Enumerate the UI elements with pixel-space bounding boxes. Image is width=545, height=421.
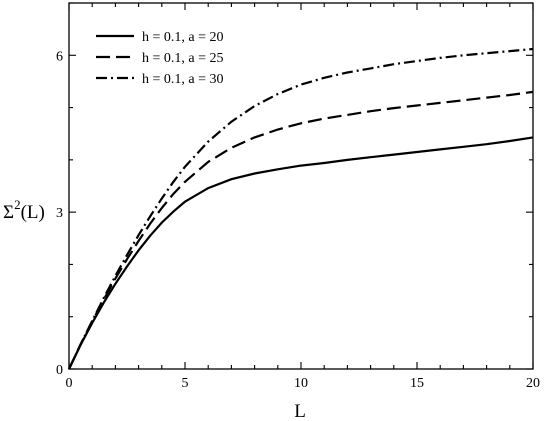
x-tick-label: 5 — [182, 376, 189, 391]
legend-label-2: h = 0.1, a = 25 — [142, 51, 224, 66]
plot-border — [68, 2, 534, 370]
legend-label-3: h = 0.1, a = 30 — [142, 72, 224, 87]
x-axis-title: L — [294, 401, 306, 421]
plot-frame — [68, 2, 534, 370]
y-axis-title-symbol: Σ — [3, 202, 14, 223]
x-tick-label: 20 — [526, 376, 540, 391]
series-line-1 — [68, 136, 534, 370]
series-layer — [68, 47, 534, 370]
series-line-3 — [68, 47, 534, 370]
ticks-layer: 0 5 10 15 20 0 3 6 — [56, 2, 540, 391]
x-tick-label: 0 — [66, 376, 73, 391]
series-line-2 — [68, 90, 534, 370]
legend: h = 0.1, a = 20 h = 0.1, a = 25 h = 0.1, a… — [96, 30, 224, 87]
x-tick-label: 15 — [410, 376, 424, 391]
legend-label-1: h = 0.1, a = 20 — [142, 30, 224, 45]
x-tick-label: 10 — [294, 376, 308, 391]
y-tick-label: 6 — [56, 49, 63, 64]
y-axis-title-superscript: 2 — [14, 197, 21, 212]
y-tick-label: 0 — [56, 363, 63, 378]
y-axis-title: Σ2(L) — [3, 197, 45, 223]
y-axis-title-argument: (L) — [21, 202, 45, 223]
y-tick-label: 3 — [56, 206, 63, 221]
